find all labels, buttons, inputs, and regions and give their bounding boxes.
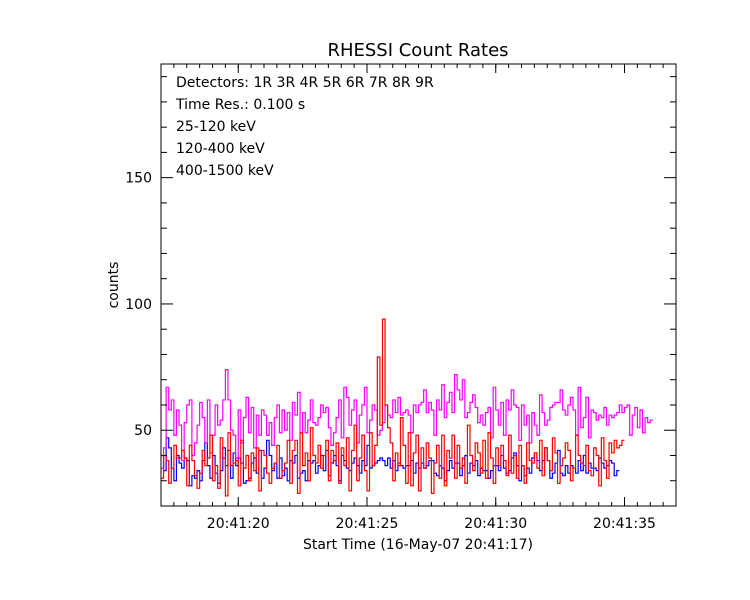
x-axis-ticks: 20:41:20 20:41:25 20:41:30 20:41:35	[173, 64, 664, 532]
y-axis-label: counts	[106, 262, 122, 309]
y-tick-label-1: 50	[134, 423, 152, 439]
legend-series-1: 25-120 keV	[176, 119, 256, 135]
plot-layer	[161, 318, 653, 497]
x-tick-label-4: 20:41:35	[593, 516, 656, 532]
x-tick-label-2: 20:41:25	[336, 516, 399, 532]
x-tick-label-1: 20:41:20	[207, 516, 270, 532]
chart-title: RHESSI Count Rates	[327, 40, 508, 61]
y-axis-ticks: 50 100 150	[125, 76, 676, 482]
legend-series-2: 120-400 keV	[176, 141, 265, 157]
legend-series-3: 400-1500 keV	[176, 163, 274, 179]
x-axis-label: Start Time (16-May-07 20:41:17)	[303, 537, 533, 553]
annotation-line: Detectors: 1R 3R 4R 5R 6R 7R 8R 9R	[176, 75, 434, 91]
y-tick-label-2: 100	[125, 297, 152, 313]
annotation-line: Time Res.: 0.100 s	[175, 97, 305, 113]
x-tick-label-3: 20:41:30	[464, 516, 527, 532]
series-line-1	[161, 437, 620, 487]
series-line-3	[161, 318, 625, 497]
y-tick-label-3: 150	[125, 171, 152, 187]
series-line-2	[161, 369, 653, 469]
legend: Detectors: 1R 3R 4R 5R 6R 7R 8R 9R Time R…	[175, 75, 434, 179]
